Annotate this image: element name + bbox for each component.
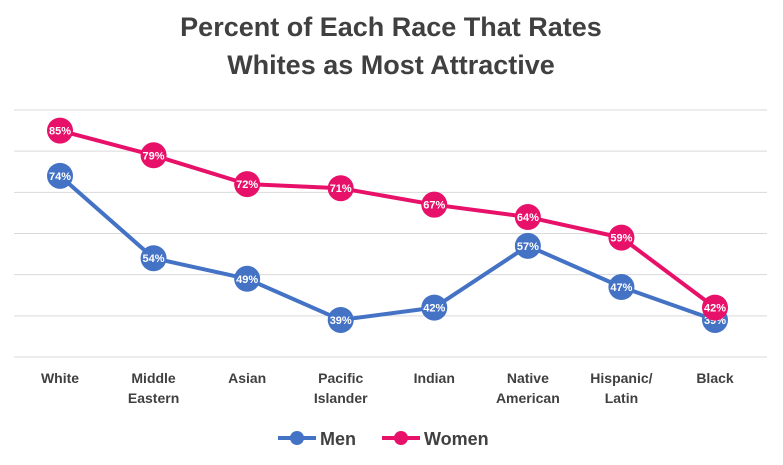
x-tick-label: Pacific Islander [314,370,368,406]
x-tick-label-line: Native [507,370,549,386]
x-tick-label: Middle Eastern [128,370,179,406]
x-tick-label-line: Black [696,370,734,386]
x-tick-label: Black [696,370,734,386]
data-point-men [47,162,73,189]
legend-marker [290,431,304,445]
data-point-men [608,274,635,301]
x-tick-label-line: Asian [228,370,266,386]
data-label-women: 71% [330,183,352,195]
data-label-women: 64% [517,212,539,224]
series-line-women [59,128,717,310]
legend: Men Women [278,429,489,449]
data-point-men [234,265,261,292]
data-label-men: 47% [610,282,632,294]
x-tick-label-line: Indian [414,370,455,386]
x-tick-label-line: American [496,390,560,406]
data-point-women [514,204,541,231]
data-label-men: 42% [423,303,445,315]
data-label-men: 54% [143,253,165,265]
data-point-women [234,171,261,198]
data-point-women [421,191,448,218]
data-label-men: 57% [517,241,539,253]
chart-title: Percent of Each Race That Rates Whites a… [180,12,602,80]
data-label-women: 67% [423,200,445,212]
data-label-men: 74% [49,171,71,183]
legend-item-men: Men [278,429,356,449]
series-women: 85% 79% 72% 71% 67% 64% 59% 42% [47,117,728,321]
data-point-women [140,142,167,169]
x-tick-label-line: Middle [131,370,176,386]
chart-title-line-1: Percent of Each Race That Rates [180,12,602,42]
data-point-men [514,232,541,259]
series-group: 74%54%49%39%42%57%47%39%85%79%72% 71%67%6… [47,117,728,333]
legend-label: Women [424,429,489,449]
x-tick-label-line: Hispanic/ [590,370,652,386]
chart-title-line-2: Whites as Most Attractive [227,50,555,80]
data-point-women [702,294,728,321]
series-men: 74%54%49%39%42%57%47%39% [47,162,728,333]
data-label-women: 85% [49,126,71,138]
data-label-women: 72% [236,179,258,191]
data-label-men: 39% [330,315,352,327]
data-label-women: 59% [610,233,632,245]
data-point-women [47,117,73,144]
series-line-men [58,174,716,322]
data-point-women [608,224,635,251]
data-label-men: 49% [236,274,258,286]
legend-marker [394,431,408,445]
x-tick-label: Indian [414,370,455,386]
x-tick-label-line: Latin [605,390,638,406]
legend-label: Men [320,429,356,449]
x-tick-label: Hispanic/Latin [590,370,652,406]
data-point-men [140,245,167,272]
x-axis-labels: White Middle Eastern Asian Pacific Islander In… [41,370,734,406]
data-point-men [327,306,354,333]
x-tick-label-line: Eastern [128,390,179,406]
x-tick-label: White [41,370,79,386]
x-tick-label: Asian [228,370,266,386]
x-tick-label-line: Islander [314,390,368,406]
data-label-women: 79% [143,150,165,162]
x-tick-label: Native American [496,370,560,406]
data-label-women: 42% [704,303,726,315]
x-tick-label-line: White [41,370,79,386]
legend-item-women: Women [382,429,489,449]
data-point-women [327,175,354,202]
x-tick-label-line: Pacific [318,370,363,386]
data-point-men [421,294,448,321]
